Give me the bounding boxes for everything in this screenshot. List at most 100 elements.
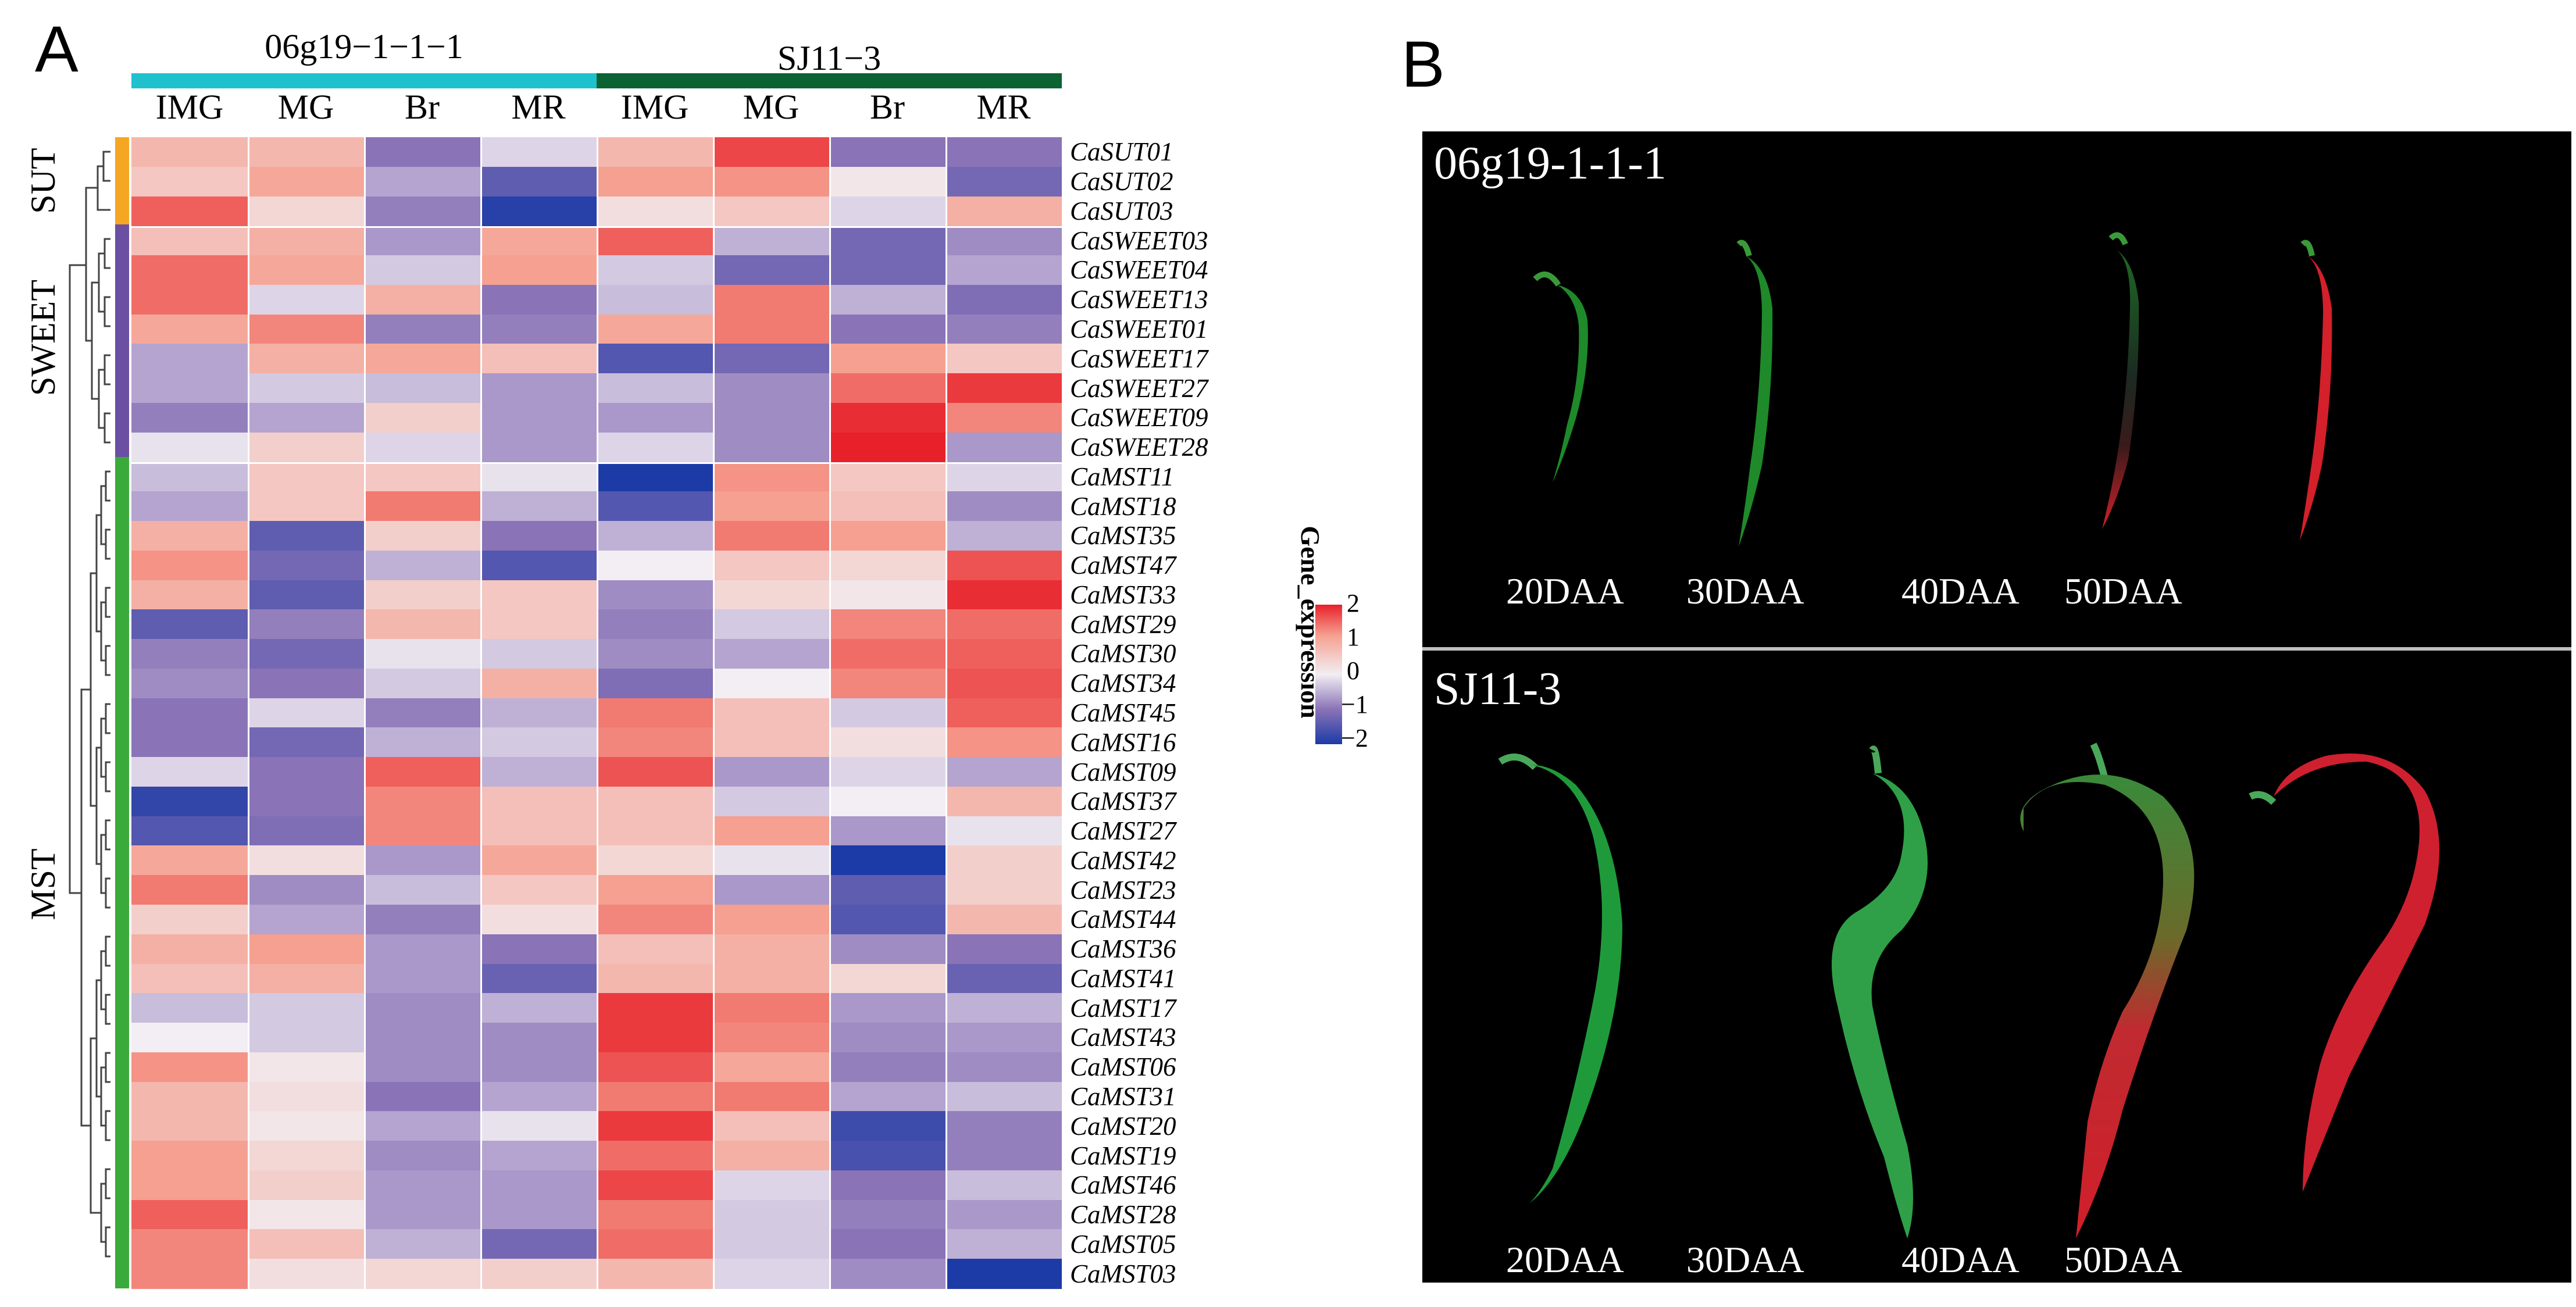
heatmap-cell [482, 1081, 597, 1112]
heatmap-cell [831, 373, 946, 403]
heatmap-cell [831, 1229, 946, 1259]
heatmap-cell [249, 1023, 364, 1053]
heatmap-cell [482, 1229, 597, 1259]
heatmap-cell [366, 963, 480, 994]
heatmap-cell [947, 934, 1062, 965]
heatmap-cell [482, 786, 597, 817]
heatmap-cell [482, 609, 597, 640]
heatmap-cell [831, 727, 946, 758]
heatmap-cell [249, 963, 364, 994]
heatmap-cell [831, 464, 946, 492]
heatmap-cell [831, 521, 946, 551]
group-bar-06g19 [131, 73, 597, 88]
row-label-gene: CaMST18 [1070, 491, 1176, 521]
heatmap-cell [598, 816, 713, 847]
heatmap-cell [249, 786, 364, 817]
heatmap-cell [482, 550, 597, 581]
row-label-gene: CaSWEET01 [1070, 315, 1208, 344]
heatmap-cell [715, 786, 829, 817]
heatmap-cell [947, 816, 1062, 847]
heatmap-cell [249, 934, 364, 965]
heatmap-cell [482, 757, 597, 787]
daa-label: 20DAA [1506, 570, 1624, 612]
pepper-bottom-30daa [1832, 745, 1928, 1238]
heatmap-cell [715, 196, 829, 226]
column-header: MR [511, 88, 566, 126]
heatmap-cell [598, 1023, 713, 1053]
heatmap-cell [482, 521, 597, 551]
heatmap-cell [131, 1052, 248, 1083]
heatmap-cell [366, 786, 480, 817]
heatmap-cell [598, 314, 713, 344]
heatmap-cell [598, 432, 713, 463]
heatmap-cell [482, 196, 597, 226]
heatmap-cell [715, 609, 829, 640]
heatmap-cell [831, 580, 946, 610]
heatmap-cell [366, 196, 480, 226]
heatmap-cell [715, 845, 829, 876]
heatmap-cell [249, 1081, 364, 1112]
heatmap-cell [366, 521, 480, 551]
heatmap-cell [831, 1052, 946, 1083]
heatmap-cell [598, 1111, 713, 1141]
heatmap-cell [482, 1111, 597, 1141]
heatmap-cell [131, 1023, 248, 1053]
column-header: Br [405, 88, 440, 126]
heatmap-cell [831, 1081, 946, 1112]
heatmap-cell [131, 137, 248, 167]
family-bar-mst [115, 457, 129, 1288]
heatmap-cell [715, 875, 829, 905]
heatmap-cell [831, 255, 946, 285]
heatmap-cell [947, 196, 1062, 226]
heatmap-cell [366, 491, 480, 522]
heatmap-cell [366, 580, 480, 610]
daa-label: 50DAA [2064, 1239, 2182, 1280]
pepper-bottom-20daa [1498, 754, 1622, 1204]
heatmap-cell [598, 491, 713, 522]
heatmap-cell [131, 727, 248, 758]
heatmap-cell [715, 963, 829, 994]
family-label-sweet: SWEET [24, 280, 62, 396]
heatmap-cell [947, 757, 1062, 787]
heatmap-cell [482, 1052, 597, 1083]
heatmap-cell [366, 639, 480, 669]
heatmap-cell [131, 668, 248, 699]
row-label-gene: CaSWEET04 [1070, 255, 1208, 285]
heatmap-cell [366, 875, 480, 905]
heatmap-cell [947, 875, 1062, 905]
heatmap-cell [131, 1259, 248, 1289]
pepper-bottom-40daa [2020, 742, 2195, 1238]
column-header: IMG [155, 88, 224, 126]
heatmap-cell [366, 1170, 480, 1201]
heatmap-cell [598, 727, 713, 758]
heatmap-cell [715, 137, 829, 167]
heatmap-cell [831, 905, 946, 935]
heatmap-cell [249, 314, 364, 344]
heatmap-cell [366, 1052, 480, 1083]
heatmap-cell [249, 228, 364, 256]
daa-label: 20DAA [1506, 1239, 1624, 1280]
row-label-gene: CaSUT03 [1070, 196, 1173, 226]
heatmap-cell [131, 905, 248, 935]
heatmap-cell [715, 1170, 829, 1201]
heatmap-cell [598, 934, 713, 965]
heatmap-cell [131, 255, 248, 285]
heatmap-cell [482, 1199, 597, 1230]
heatmap-cell [482, 905, 597, 935]
family-label-mst: MST [24, 848, 62, 920]
heatmap-cell [366, 432, 480, 463]
pepper-bottom-50daa [2249, 754, 2439, 1192]
heatmap-cell [366, 550, 480, 581]
heatmap-cell [715, 491, 829, 522]
heatmap-cell [482, 580, 597, 610]
row-label-gene: CaSWEET03 [1070, 226, 1208, 255]
daa-label: 40DAA [1901, 1239, 2020, 1280]
pepper-top-40daa [2102, 232, 2139, 529]
heatmap-cell [249, 816, 364, 847]
legend-tick: 1 [1347, 623, 1360, 651]
row-label-gene: CaMST19 [1070, 1141, 1176, 1170]
heatmap-cell [598, 1052, 713, 1083]
heatmap-cell [482, 464, 597, 492]
heatmap-cell [249, 609, 364, 640]
heatmap-cell [482, 639, 597, 669]
